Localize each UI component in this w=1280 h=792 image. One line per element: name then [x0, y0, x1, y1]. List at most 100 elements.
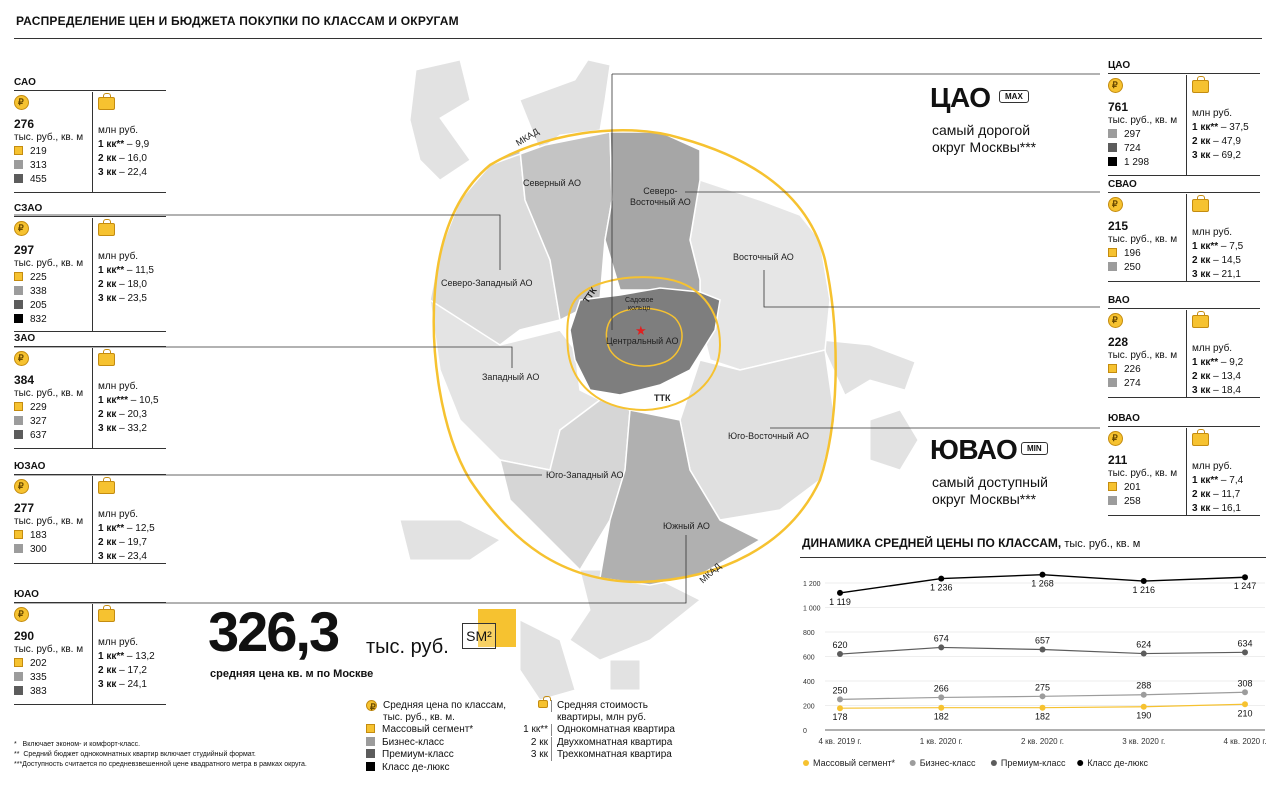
- map-leader-lines: [14, 73, 1100, 604]
- district-budget-row: 2 кк – 19,7: [98, 537, 147, 548]
- map-label-sad: Садовое кольцо: [625, 297, 654, 312]
- chart-xtick-label: 2 кв. 2020 г.: [1021, 737, 1064, 746]
- min-caption-2: округ Москвы***: [932, 491, 1037, 507]
- chart-legend-dot: [909, 760, 916, 766]
- wallet-icon: [1192, 429, 1209, 446]
- district-class-price: 202: [14, 657, 94, 671]
- district-bottom-rule: [14, 192, 166, 193]
- class-swatch-icon: [1108, 157, 1117, 166]
- class-swatch-icon: [1108, 378, 1117, 387]
- district-bottom-rule: [14, 331, 166, 332]
- chart-data-label: 182: [934, 712, 949, 722]
- chart-point: [1140, 691, 1147, 698]
- legend-room-item: 3 кк Трехкомнатная квартира: [520, 749, 672, 761]
- chart-point: [1140, 578, 1147, 585]
- class-swatch-icon: [366, 724, 375, 733]
- ruble-coin-icon: [14, 607, 29, 622]
- district-top-rule: [1108, 426, 1260, 427]
- chart-data-label: 674: [934, 633, 949, 643]
- chart-point: [938, 575, 945, 582]
- district-avg-price: 297: [14, 243, 35, 257]
- district-budget-row: 3 кк – 22,4: [98, 167, 147, 178]
- class-swatch-icon: [1108, 248, 1117, 257]
- chart-data-label: 624: [1136, 640, 1151, 650]
- district-budget-row: 3 кк – 23,4: [98, 551, 147, 562]
- legend-item: Массовый сегмент*: [366, 724, 473, 736]
- wallet-icon: [1192, 76, 1209, 93]
- chart-data-label: 182: [1035, 712, 1050, 722]
- chart-data-label: 1 236: [930, 583, 953, 593]
- district-budget-row: 3 кк – 33,2: [98, 423, 147, 434]
- district-budget-row: 1 кк*** – 10,5: [98, 395, 159, 406]
- map-label-cao: Центральный АО: [606, 336, 679, 346]
- wallet-icon: [98, 219, 115, 236]
- district-budget-row: 3 кк – 21,1: [1192, 269, 1241, 280]
- class-swatch-icon: [14, 314, 23, 323]
- district-class-price: 205: [14, 299, 94, 313]
- district-name: ЮАО: [14, 589, 39, 600]
- class-swatch-icon: [14, 430, 23, 439]
- district-budget-row: 1 кк** – 11,5: [98, 265, 154, 276]
- district-name: СВАО: [1108, 179, 1137, 190]
- ruble-coin-icon: [1108, 313, 1123, 328]
- legend-item: Бизнес-класс: [366, 736, 444, 749]
- district-top-rule: [14, 474, 166, 475]
- chart-data-label: 1 216: [1132, 585, 1155, 595]
- chart-data-label: 190: [1136, 711, 1151, 721]
- chart-ytick-label: 1 000: [803, 606, 821, 613]
- map-label-uao: Южный АО: [663, 521, 710, 531]
- max-caption-2: округ Москвы***: [932, 139, 1037, 155]
- chart-legend-dot: [990, 760, 997, 766]
- chart-legend-label: Бизнес-класс: [920, 758, 976, 768]
- map-label-svao: Северо- Восточный АО: [630, 186, 691, 207]
- chart-legend-dot: [1077, 760, 1084, 766]
- class-swatch-icon: [14, 672, 23, 681]
- header-divider: [14, 38, 1262, 39]
- class-swatch-icon: [14, 544, 23, 553]
- district-class-price: 300: [14, 543, 94, 557]
- class-swatch-icon: [14, 658, 23, 667]
- district-class-price: 724: [1108, 142, 1188, 156]
- class-swatch-icon: [14, 174, 23, 183]
- district-budget-unit: млн руб.: [1192, 108, 1233, 119]
- district-top-rule: [1108, 308, 1260, 309]
- district-top-rule: [14, 90, 166, 91]
- map-label-uzao: Юго-Западный АО: [546, 470, 624, 480]
- district-column-divider: [92, 348, 93, 448]
- chart-data-label: 634: [1237, 638, 1252, 648]
- district-top-rule: [1108, 73, 1260, 74]
- district-class-price: 327: [14, 415, 94, 429]
- district-budget-row: 2 кк – 47,9: [1192, 136, 1241, 147]
- class-swatch-icon: [366, 761, 375, 771]
- district-column-divider: [92, 218, 93, 331]
- wallet-icon: [1192, 311, 1209, 328]
- chart-point: [837, 589, 843, 596]
- class-swatch-icon: [14, 160, 23, 169]
- price-dynamics-chart: 1 200 1 000 800 600 400 200 0 4 кв. 2019 г. 1 кв…: [803, 571, 1267, 768]
- district-budget-unit: млн руб.: [98, 637, 139, 648]
- min-caption-1: самый доступный: [932, 474, 1048, 490]
- district-class-price: 226: [1108, 363, 1188, 377]
- district-budget-row: 2 кк – 17,2: [98, 665, 147, 676]
- legend-item: Средняя цена по классам, тыс. руб., кв. …: [366, 700, 506, 724]
- map-label-ttk2: ТТК: [654, 393, 671, 403]
- district-class-price: 297: [1108, 128, 1188, 142]
- district-bottom-rule: [1108, 175, 1260, 176]
- class-swatch-icon: [14, 272, 23, 281]
- chart-legend-dot: [803, 760, 809, 766]
- district-class-price: 335: [14, 671, 94, 685]
- chart-title: ДИНАМИКА СРЕДНЕЙ ЦЕНЫ ПО КЛАССАМ, тыс. р…: [802, 536, 1141, 550]
- district-class-price: 250: [1108, 261, 1188, 275]
- district-avg-price: 277: [14, 501, 35, 515]
- district-class-price: 196: [1108, 247, 1188, 261]
- district-budget-unit: млн руб.: [98, 125, 139, 136]
- district-price-unit: тыс. руб., кв. м: [1108, 234, 1178, 245]
- map-label-vao: Восточный АО: [733, 252, 794, 262]
- chart-data-label: 308: [1237, 678, 1252, 688]
- map-mkad-ring: [432, 129, 837, 584]
- wallet-icon: [98, 605, 115, 622]
